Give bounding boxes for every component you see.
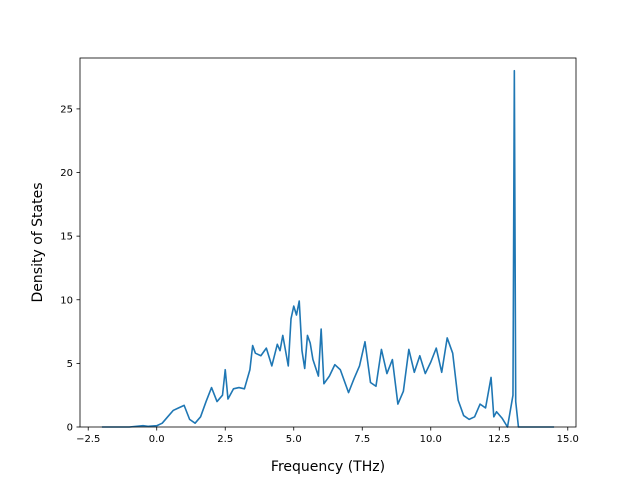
y-tick-label: 0 — [67, 423, 73, 434]
plot-frame — [79, 57, 577, 428]
y-axis-label: Density of States — [30, 183, 46, 303]
y-tick-label: 25 — [60, 104, 73, 115]
y-tick-label: 20 — [60, 168, 73, 179]
x-tick-label: 15.0 — [557, 434, 579, 445]
y-tick-label: 5 — [67, 359, 73, 370]
dos-series-line — [101, 69, 555, 428]
x-tick-label: 12.5 — [488, 434, 510, 445]
y-tick-label: 15 — [60, 232, 73, 243]
x-tick-label: 2.5 — [217, 434, 233, 445]
y-axis-ticks: 0 5 10 15 20 25 — [60, 104, 80, 434]
x-axis-label: Frequency (THz) — [271, 459, 385, 475]
x-axis-ticks: −2.5 0.0 2.5 5.0 7.5 10.0 12.5 15.0 — [76, 427, 579, 445]
x-tick-label: −2.5 — [76, 434, 100, 445]
x-tick-label: 7.5 — [354, 434, 370, 445]
y-tick-label: 10 — [60, 295, 73, 306]
plot-area — [101, 69, 555, 428]
x-tick-label: 5.0 — [286, 434, 302, 445]
x-tick-label: 0.0 — [149, 434, 165, 445]
x-tick-label: 10.0 — [420, 434, 442, 445]
